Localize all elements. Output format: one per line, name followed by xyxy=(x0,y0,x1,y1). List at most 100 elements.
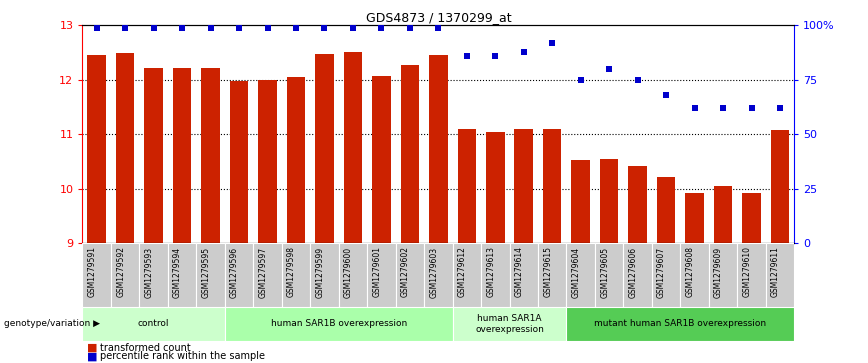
Point xyxy=(204,25,218,30)
Point xyxy=(147,25,161,30)
Point xyxy=(773,105,787,111)
Point xyxy=(175,25,189,30)
Text: GSM1279603: GSM1279603 xyxy=(430,246,438,298)
Point xyxy=(89,25,103,30)
Bar xyxy=(225,307,452,340)
Bar xyxy=(111,243,140,307)
Bar xyxy=(457,129,476,243)
Bar xyxy=(339,243,367,307)
Point xyxy=(431,25,445,30)
Bar xyxy=(196,243,225,307)
Text: GSM1279610: GSM1279610 xyxy=(742,246,752,297)
Point xyxy=(374,25,388,30)
Bar xyxy=(253,243,282,307)
Text: GSM1279598: GSM1279598 xyxy=(287,246,296,297)
Bar xyxy=(372,76,391,243)
Bar xyxy=(543,129,562,243)
Text: GSM1279601: GSM1279601 xyxy=(372,246,381,297)
Bar xyxy=(481,243,510,307)
Text: transformed count: transformed count xyxy=(100,343,191,353)
Text: GSM1279611: GSM1279611 xyxy=(771,246,780,297)
Bar xyxy=(88,55,106,243)
Text: GSM1279615: GSM1279615 xyxy=(543,246,552,297)
Text: human SAR1A
overexpression: human SAR1A overexpression xyxy=(475,314,544,334)
Bar xyxy=(623,243,652,307)
Text: GSM1279600: GSM1279600 xyxy=(344,246,353,298)
Text: GSM1279592: GSM1279592 xyxy=(116,246,125,297)
Bar xyxy=(344,52,362,243)
Text: GSM1279608: GSM1279608 xyxy=(686,246,694,297)
Text: ■: ■ xyxy=(87,351,97,361)
Bar xyxy=(396,243,424,307)
Bar xyxy=(144,68,163,243)
Bar xyxy=(282,243,310,307)
Point xyxy=(602,66,616,72)
Bar xyxy=(742,193,760,243)
Bar xyxy=(82,243,111,307)
Bar xyxy=(510,243,538,307)
Text: percentile rank within the sample: percentile rank within the sample xyxy=(100,351,265,361)
Text: GSM1279607: GSM1279607 xyxy=(657,246,666,298)
Point xyxy=(118,25,132,30)
Bar xyxy=(600,159,618,243)
Point xyxy=(659,92,673,98)
Bar xyxy=(367,243,396,307)
Point xyxy=(631,77,645,83)
Bar xyxy=(230,81,248,243)
Bar xyxy=(486,131,504,243)
Bar xyxy=(173,68,191,243)
Point xyxy=(289,25,303,30)
Bar xyxy=(201,68,220,243)
Text: ■: ■ xyxy=(87,343,97,353)
Bar xyxy=(771,130,789,243)
Point xyxy=(318,25,332,30)
Bar xyxy=(452,243,481,307)
Text: GSM1279597: GSM1279597 xyxy=(259,246,267,298)
Point xyxy=(346,25,360,30)
Text: GSM1279596: GSM1279596 xyxy=(230,246,239,298)
Bar xyxy=(686,193,704,243)
Text: GSM1279614: GSM1279614 xyxy=(515,246,523,297)
Point xyxy=(716,105,730,111)
Point xyxy=(403,25,417,30)
Point xyxy=(745,105,759,111)
Bar xyxy=(82,307,225,340)
Text: GSM1279599: GSM1279599 xyxy=(315,246,325,298)
Bar xyxy=(652,243,681,307)
Bar xyxy=(595,243,623,307)
Bar xyxy=(567,243,595,307)
Bar xyxy=(310,243,339,307)
Text: GSM1279604: GSM1279604 xyxy=(572,246,581,298)
Bar xyxy=(116,53,135,243)
Point xyxy=(232,25,246,30)
Bar xyxy=(571,160,590,243)
Bar xyxy=(452,307,567,340)
Text: GSM1279613: GSM1279613 xyxy=(486,246,496,297)
Point xyxy=(489,53,503,59)
Bar xyxy=(766,243,794,307)
Text: GSM1279606: GSM1279606 xyxy=(628,246,638,298)
Text: mutant human SAR1B overexpression: mutant human SAR1B overexpression xyxy=(595,319,766,329)
Text: control: control xyxy=(138,319,169,329)
Bar xyxy=(401,65,419,243)
Bar xyxy=(140,243,168,307)
Bar xyxy=(168,243,196,307)
Text: GSM1279605: GSM1279605 xyxy=(600,246,609,298)
Bar xyxy=(515,129,533,243)
Bar xyxy=(628,166,647,243)
Text: GSM1279595: GSM1279595 xyxy=(201,246,211,298)
Text: GSM1279602: GSM1279602 xyxy=(401,246,410,297)
Text: GSM1279609: GSM1279609 xyxy=(714,246,723,298)
Text: GSM1279593: GSM1279593 xyxy=(145,246,154,298)
Point xyxy=(574,77,588,83)
Bar xyxy=(709,243,737,307)
Text: GSM1279594: GSM1279594 xyxy=(173,246,182,298)
Text: GSM1279591: GSM1279591 xyxy=(88,246,96,297)
Bar xyxy=(429,55,448,243)
Point xyxy=(545,40,559,46)
Bar xyxy=(315,54,333,243)
Bar xyxy=(567,307,794,340)
Bar xyxy=(713,186,733,243)
Point xyxy=(260,25,274,30)
Bar xyxy=(538,243,567,307)
